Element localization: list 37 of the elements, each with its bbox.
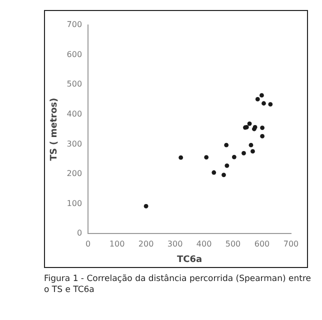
x-tick-label: 600: [254, 239, 270, 248]
point: [224, 142, 229, 148]
point: [250, 149, 255, 154]
point: [260, 126, 264, 130]
text: Figura 1 - Correlação da distância percorrida (Spearman) entre o TS e TC6a: [44, 274, 312, 296]
point: [232, 154, 236, 160]
y-tick-label: 200: [66, 169, 82, 178]
x-tick-label: 300: [167, 239, 183, 248]
x-tick-label: 200: [138, 239, 154, 248]
point: [204, 155, 209, 160]
point: [260, 134, 264, 138]
y-tick-label: 0: [76, 228, 82, 238]
point: [260, 93, 264, 98]
point: [144, 204, 148, 208]
point: [268, 102, 273, 106]
point: [212, 170, 216, 175]
point: [242, 150, 246, 156]
x-tick-label: 400: [196, 239, 212, 248]
point: [224, 163, 230, 168]
point: [178, 155, 184, 160]
x-tick-label: 0: [86, 239, 91, 248]
x-tick-label: 500: [225, 239, 241, 248]
point: [255, 97, 260, 102]
point: [262, 101, 266, 106]
point: [247, 121, 252, 126]
y-tick-label: 500: [66, 80, 82, 89]
x-tick-label: 100: [109, 239, 125, 248]
y-tick-label: 400: [66, 109, 82, 118]
y-tick-label: 700: [66, 20, 82, 30]
y-tick-label: 300: [66, 139, 82, 148]
y-axis-title: TS ( metros): [50, 98, 60, 161]
x-tick-label: 700: [283, 239, 299, 248]
x-axis-title: TC6a: [176, 254, 202, 265]
point: [222, 172, 226, 178]
point: [248, 142, 254, 148]
y-tick-label: 100: [66, 198, 82, 208]
y-tick-label: 600: [66, 50, 82, 59]
